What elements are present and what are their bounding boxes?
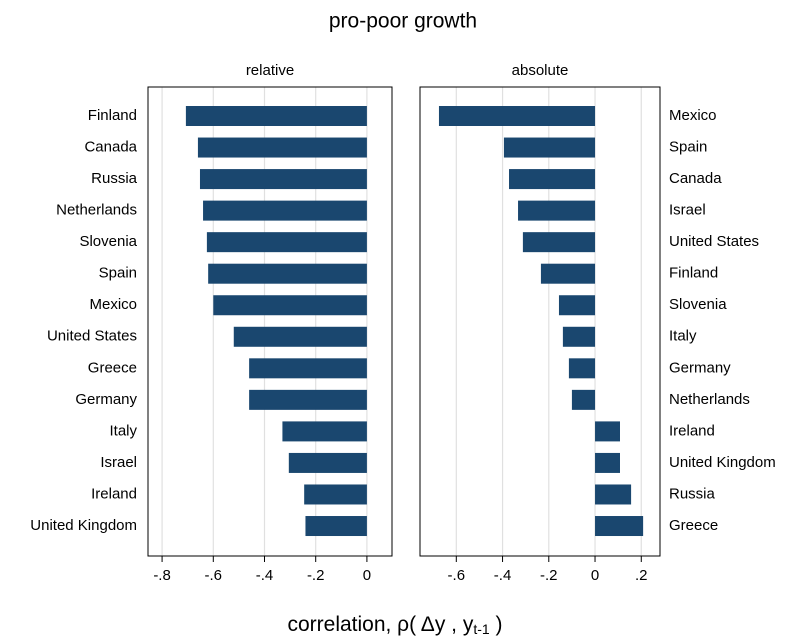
bar xyxy=(206,232,367,253)
bar xyxy=(540,263,596,284)
x-axis-title-main: correlation, ρ( Δy , y xyxy=(287,613,473,636)
bar xyxy=(203,200,367,221)
x-axis-title: correlation, ρ( Δy , yt-1 ) xyxy=(287,613,502,637)
bar xyxy=(562,326,596,347)
category-label: Spain xyxy=(99,265,137,282)
bar xyxy=(185,106,367,126)
bar xyxy=(199,169,367,190)
bar xyxy=(595,452,620,473)
x-tick-label: -.2 xyxy=(307,567,325,584)
bar xyxy=(509,169,596,190)
chart-title: pro-poor growth xyxy=(329,10,477,33)
category-label: Spain xyxy=(669,139,707,156)
x-tick-label: -.4 xyxy=(494,567,512,584)
category-label: Netherlands xyxy=(56,202,137,219)
bar xyxy=(249,389,367,410)
x-tick-label: .2 xyxy=(635,567,648,584)
bar xyxy=(522,232,596,253)
category-label: United States xyxy=(669,233,759,250)
category-label: Ireland xyxy=(669,422,715,439)
category-label: Russia xyxy=(91,170,138,187)
panel-frame xyxy=(419,86,661,557)
category-label: United States xyxy=(47,328,137,345)
x-tick-label: 0 xyxy=(591,567,599,584)
bar xyxy=(438,106,596,126)
bar xyxy=(304,484,367,505)
panel-frame xyxy=(147,86,393,557)
bar xyxy=(558,295,596,316)
category-label: Russia xyxy=(669,485,716,502)
bar xyxy=(595,516,644,537)
bar xyxy=(208,263,367,284)
bar xyxy=(571,389,596,410)
bar xyxy=(197,137,367,158)
category-label: Germany xyxy=(75,391,137,408)
x-tick-label: -.4 xyxy=(256,567,274,584)
x-axis-title-sub: t-1 xyxy=(473,621,490,637)
bar xyxy=(568,358,596,379)
panel-title: absolute xyxy=(512,62,569,79)
category-label: Canada xyxy=(669,170,722,187)
category-label: Italy xyxy=(109,422,137,439)
category-label: Greece xyxy=(88,359,137,376)
category-label: Israel xyxy=(669,202,706,219)
category-label: Netherlands xyxy=(669,391,750,408)
bar xyxy=(595,421,620,442)
x-tick-label: 0 xyxy=(363,567,371,584)
x-tick-label: -.6 xyxy=(448,567,466,584)
bar xyxy=(233,326,367,347)
category-label: Slovenia xyxy=(79,233,137,250)
bar xyxy=(518,200,596,221)
category-label: Canada xyxy=(84,139,137,156)
category-label: Finland xyxy=(669,265,718,282)
x-tick-label: -.6 xyxy=(205,567,223,584)
bar xyxy=(288,452,367,473)
category-label: Slovenia xyxy=(669,296,727,313)
category-label: Germany xyxy=(669,359,731,376)
category-label: Mexico xyxy=(89,296,137,313)
category-label: Greece xyxy=(669,517,718,534)
category-label: United Kingdom xyxy=(669,454,776,471)
x-tick-label: -.8 xyxy=(153,567,171,584)
bar xyxy=(282,421,367,442)
x-tick-label: -.2 xyxy=(540,567,558,584)
bar xyxy=(305,516,367,537)
category-label: Finland xyxy=(88,107,137,124)
category-label: United Kingdom xyxy=(30,517,137,534)
bar xyxy=(595,484,632,505)
category-label: Italy xyxy=(669,328,697,345)
bar xyxy=(213,295,367,316)
category-label: Ireland xyxy=(91,485,137,502)
panel-title: relative xyxy=(246,62,294,79)
bar xyxy=(503,137,596,158)
bar xyxy=(249,358,367,379)
category-label: Mexico xyxy=(669,107,717,124)
x-axis-title-tail: ) xyxy=(490,613,503,636)
category-label: Israel xyxy=(100,454,137,471)
